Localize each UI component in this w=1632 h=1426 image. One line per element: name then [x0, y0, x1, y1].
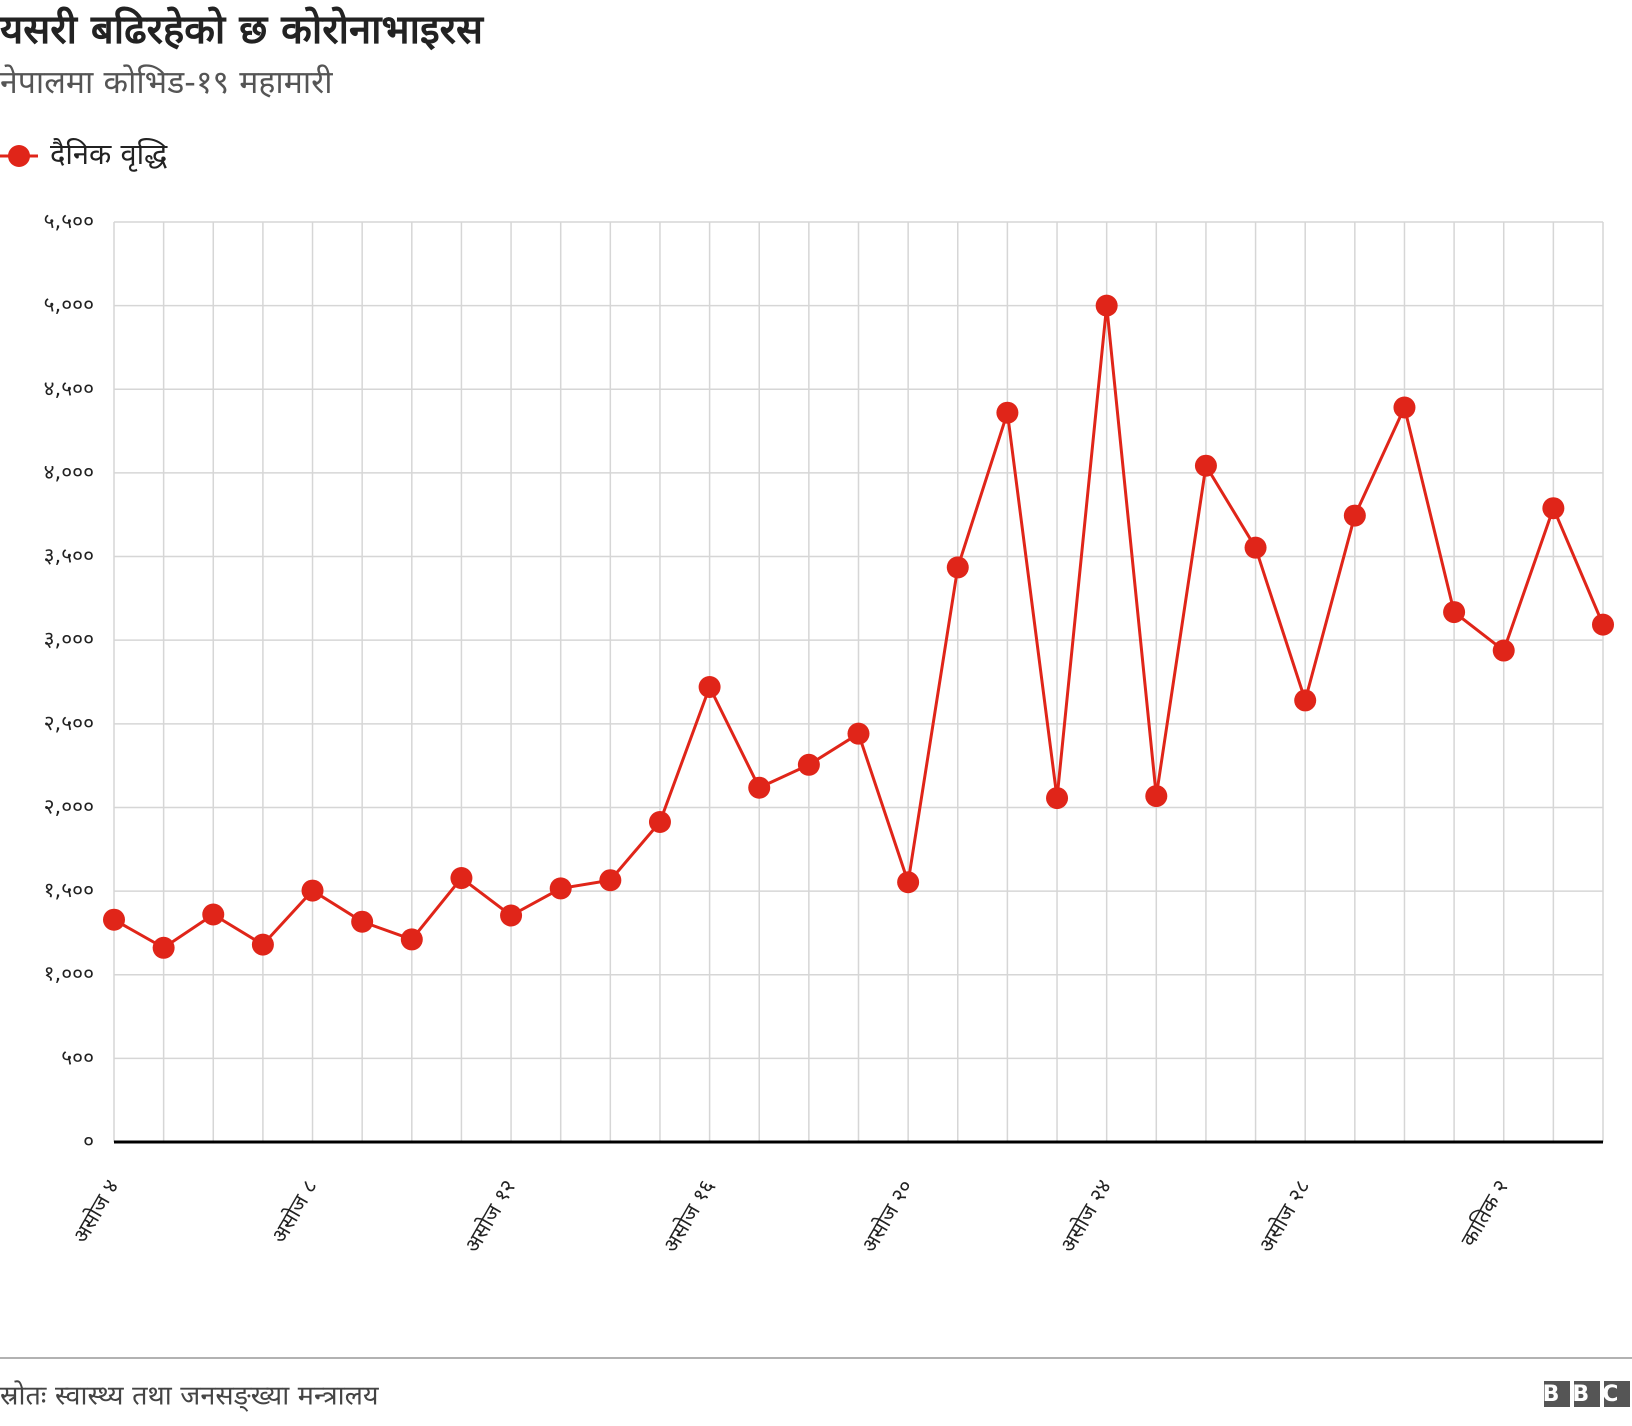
y-tick-label: ४,५००: [44, 376, 94, 400]
legend-label: दैनिक वृद्धि: [50, 137, 168, 172]
y-tick-label: २,०००: [44, 794, 94, 818]
x-tick-label: असोज २४: [1056, 1176, 1117, 1257]
y-tick-label: ४,०००: [44, 460, 94, 484]
point: [103, 908, 125, 931]
point: [1145, 785, 1168, 808]
y-tick-label: ५,०००: [44, 293, 94, 317]
point: [1244, 536, 1267, 559]
chart-title: यसरी बढिरहेको छ कोरोनाभाइरस: [0, 6, 485, 53]
point: [847, 722, 870, 745]
point: [797, 753, 820, 776]
logo-text: BBC: [1543, 1382, 1632, 1407]
point: [251, 933, 274, 956]
x-tick-label: असोज १२: [460, 1176, 521, 1257]
x-tick-label: असोज १६: [658, 1176, 719, 1257]
y-tick-label: १,०००: [44, 962, 94, 986]
x-tick-label: कातिक २: [1456, 1176, 1513, 1251]
legend-marker: [8, 145, 30, 167]
point: [549, 877, 572, 900]
point: [748, 776, 771, 799]
point: [1592, 613, 1614, 636]
point: [1343, 504, 1366, 527]
point: [996, 401, 1019, 424]
point: [599, 869, 622, 892]
y-tick-label: १,५००: [44, 878, 94, 902]
chart-subtitle: नेपालमा कोभिड-१९ महामारी: [0, 63, 333, 101]
point: [301, 879, 324, 902]
point: [1046, 787, 1069, 810]
y-tick-label: ५००: [61, 1045, 94, 1069]
y-tick-label: ५,५००: [44, 209, 94, 233]
point: [946, 556, 969, 579]
point: [1492, 639, 1515, 662]
point: [648, 811, 671, 834]
point: [897, 871, 920, 894]
x-tick-label: असोज २८: [1254, 1176, 1315, 1257]
y-tick-label: २,५००: [44, 711, 94, 735]
x-tick-label: असोज २०: [857, 1176, 918, 1257]
point: [152, 936, 175, 959]
point: [1393, 396, 1416, 419]
y-tick-label: ३,५००: [44, 544, 94, 568]
point: [450, 867, 473, 890]
x-tick-label: असोज ४: [68, 1176, 123, 1248]
source: स्रोतः स्वास्थ्य तथा जनसङ्ख्या मन्त्रालय: [0, 1380, 380, 1412]
point: [698, 676, 721, 699]
point: [500, 904, 523, 927]
x-tick-label: असोज ८: [267, 1176, 322, 1248]
point: [351, 910, 374, 933]
point: [1542, 497, 1565, 520]
point: [202, 903, 225, 926]
y-tick-label: ३,०००: [44, 627, 94, 651]
point: [1294, 689, 1317, 712]
point: [400, 928, 423, 951]
point: [1443, 601, 1466, 624]
logo: [1544, 1381, 1630, 1407]
point: [1095, 294, 1118, 317]
point: [1194, 454, 1217, 477]
y-tick-label: ०: [83, 1129, 94, 1153]
